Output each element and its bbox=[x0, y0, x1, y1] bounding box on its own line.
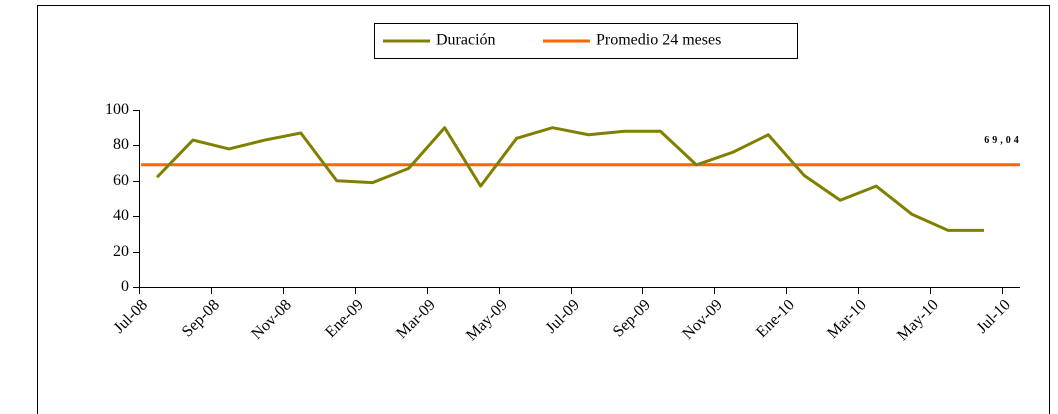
y-tick-label: 20 bbox=[113, 243, 129, 260]
legend: Duración Promedio 24 meses bbox=[374, 23, 798, 59]
x-tick-label: May-10 bbox=[894, 296, 942, 344]
x-tick-label: Mar-09 bbox=[393, 296, 439, 342]
y-tick-label: 0 bbox=[121, 278, 129, 295]
x-tick-label: Jul-08 bbox=[111, 296, 151, 336]
y-tick-label: 100 bbox=[105, 101, 129, 118]
x-tick-label: Sep-08 bbox=[179, 296, 223, 340]
legend-label: Duración bbox=[436, 32, 496, 49]
y-tick-label: 40 bbox=[113, 207, 129, 224]
x-tick-label: Mar-10 bbox=[824, 296, 870, 342]
y-tick-label: 80 bbox=[113, 136, 129, 153]
legend-label: Promedio 24 meses bbox=[596, 32, 721, 49]
chart-frame bbox=[37, 5, 1050, 414]
average-label: 69,04 bbox=[984, 135, 1022, 146]
x-tick-label: Jul-10 bbox=[974, 296, 1014, 336]
x-tick-label: Sep-09 bbox=[610, 296, 654, 340]
x-tick-label: Jul-09 bbox=[543, 296, 583, 336]
x-tick-label: Nov-09 bbox=[679, 296, 726, 343]
y-tick-label: 60 bbox=[113, 172, 129, 189]
series-line bbox=[155, 126, 985, 232]
x-tick-label: Nov-08 bbox=[248, 296, 295, 343]
x-tick-label: Ene-09 bbox=[322, 296, 367, 341]
x-tick-label: Ene-10 bbox=[753, 296, 798, 341]
x-tick-label: May-09 bbox=[463, 296, 511, 344]
